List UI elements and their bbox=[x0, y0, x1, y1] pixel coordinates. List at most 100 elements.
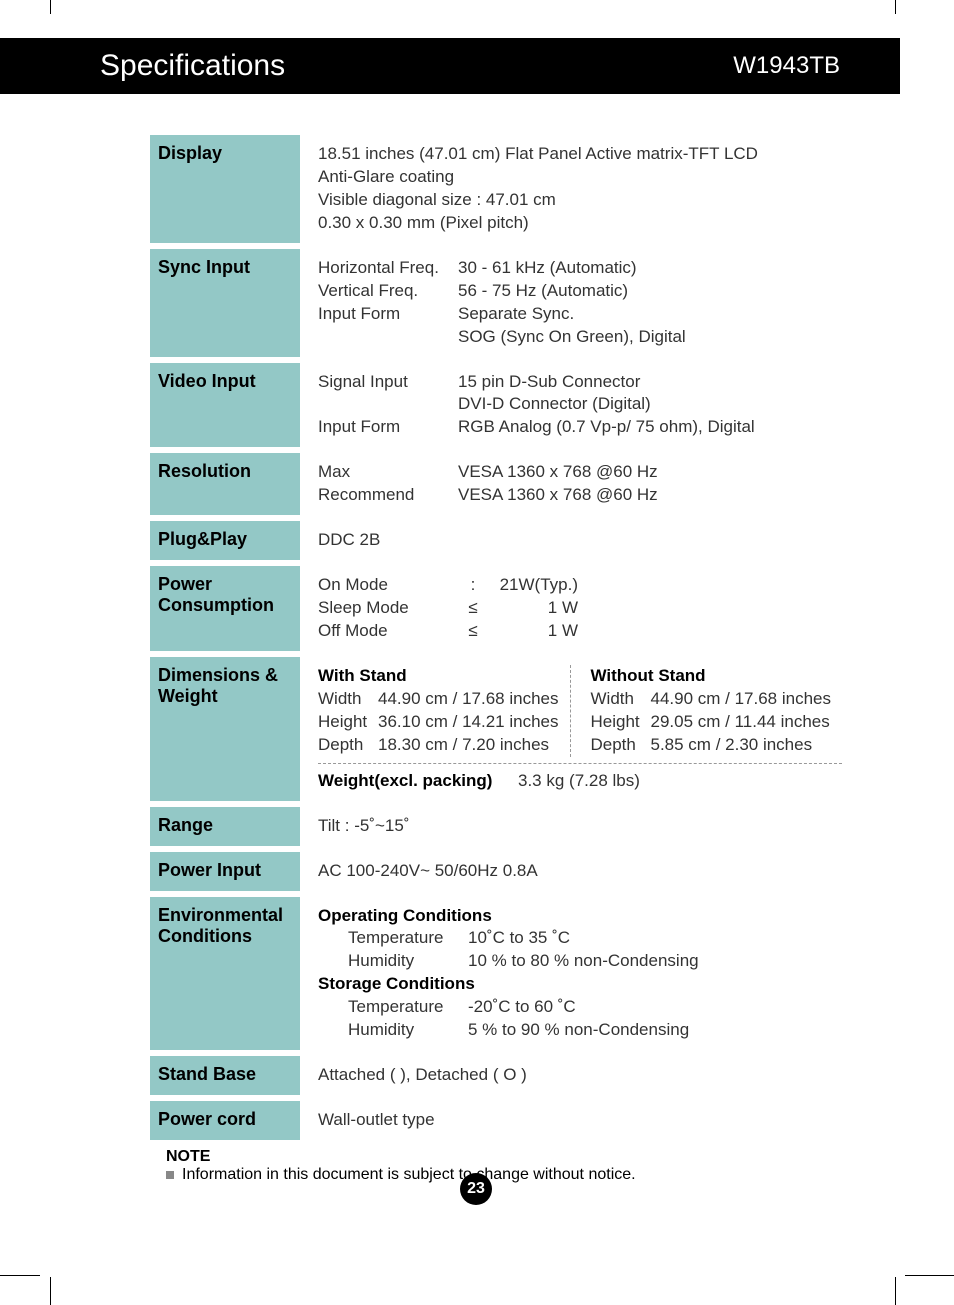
kv-val: 36.10 cm / 14.21 inches bbox=[378, 711, 559, 734]
kv-val: 1 W bbox=[488, 620, 608, 643]
weight-label: Weight(excl. packing) bbox=[318, 770, 518, 793]
spec-row-video: Video Input Signal Input15 pin D-Sub Con… bbox=[150, 363, 850, 448]
spec-value: AC 100-240V~ 50/60Hz 0.8A bbox=[300, 852, 850, 891]
spec-value: MaxVESA 1360 x 768 @60 Hz RecommendVESA … bbox=[300, 453, 850, 515]
spec-label: Environmental Conditions bbox=[150, 897, 300, 1051]
page-number-badge: 23 bbox=[460, 1173, 492, 1205]
spec-row-dimensions: Dimensions & Weight With Stand Width44.9… bbox=[150, 657, 850, 801]
spec-value: Tilt : -5˚~15˚ bbox=[300, 807, 850, 846]
kv-val: 29.05 cm / 11.44 inches bbox=[651, 711, 830, 734]
kv-key: Horizontal Freq. bbox=[318, 257, 458, 280]
subheading: Without Stand bbox=[591, 665, 843, 688]
model-number: W1943TB bbox=[733, 52, 840, 80]
kv-key: Humidity bbox=[348, 1019, 468, 1042]
kv-sym: ≤ bbox=[458, 620, 488, 643]
weight-value: 3.3 kg (7.28 lbs) bbox=[518, 770, 640, 793]
note-text: Information in this document is subject … bbox=[166, 1166, 850, 1184]
spec-row-range: Range Tilt : -5˚~15˚ bbox=[150, 807, 850, 846]
spec-row-plugplay: Plug&Play DDC 2B bbox=[150, 521, 850, 560]
kv-key: Recommend bbox=[318, 484, 458, 507]
spec-row-resolution: Resolution MaxVESA 1360 x 768 @60 Hz Rec… bbox=[150, 453, 850, 515]
crop-mark bbox=[0, 1275, 40, 1276]
kv-key: Depth bbox=[591, 734, 651, 757]
spec-value: Attached ( ), Detached ( O ) bbox=[300, 1056, 850, 1095]
kv-val: 44.90 cm / 17.68 inches bbox=[651, 688, 832, 711]
note-title: NOTE bbox=[166, 1148, 850, 1166]
kv-key bbox=[318, 393, 458, 416]
kv-sym: ≤ bbox=[458, 597, 488, 620]
spec-line: 0.30 x 0.30 mm (Pixel pitch) bbox=[318, 212, 842, 235]
spec-value: Horizontal Freq.30 - 61 kHz (Automatic) … bbox=[300, 249, 850, 357]
kv-val: 44.90 cm / 17.68 inches bbox=[378, 688, 559, 711]
spec-line: Anti-Glare coating bbox=[318, 166, 842, 189]
note-block: NOTE Information in this document is sub… bbox=[150, 1140, 850, 1184]
subheading: Operating Conditions bbox=[318, 905, 842, 928]
crop-mark bbox=[50, 1277, 51, 1305]
page-title: Specifications bbox=[100, 49, 285, 83]
kv-val: 15 pin D-Sub Connector bbox=[458, 371, 842, 394]
spec-line: 18.51 inches (47.01 cm) Flat Panel Activ… bbox=[318, 143, 842, 166]
spec-value: With Stand Width44.90 cm / 17.68 inches … bbox=[300, 657, 850, 801]
kv-val: Separate Sync. bbox=[458, 303, 842, 326]
kv-val: -20˚C to 60 ˚C bbox=[468, 996, 576, 1019]
spec-label: Dimensions & Weight bbox=[150, 657, 300, 801]
with-stand-col: With Stand Width44.90 cm / 17.68 inches … bbox=[318, 665, 570, 757]
spec-label: Plug&Play bbox=[150, 521, 300, 560]
kv-val: VESA 1360 x 768 @60 Hz bbox=[458, 461, 842, 484]
spec-row-sync: Sync Input Horizontal Freq.30 - 61 kHz (… bbox=[150, 249, 850, 357]
kv-val: SOG (Sync On Green), Digital bbox=[458, 326, 842, 349]
kv-val: 56 - 75 Hz (Automatic) bbox=[458, 280, 842, 303]
crop-mark bbox=[895, 1277, 896, 1305]
subheading: With Stand bbox=[318, 665, 570, 688]
spec-label: Power Input bbox=[150, 852, 300, 891]
subheading: Storage Conditions bbox=[318, 973, 842, 996]
kv-val: 10 % to 80 % non-Condensing bbox=[468, 950, 699, 973]
kv-val: 18.30 cm / 7.20 inches bbox=[378, 734, 549, 757]
spec-row-powerinput: Power Input AC 100-240V~ 50/60Hz 0.8A bbox=[150, 852, 850, 891]
crop-mark bbox=[905, 1275, 954, 1276]
header-bar: Specifications W1943TB bbox=[0, 38, 900, 94]
spec-value: On Mode:21W(Typ.) Sleep Mode≤1 W Off Mod… bbox=[300, 566, 850, 651]
kv-key: Vertical Freq. bbox=[318, 280, 458, 303]
spec-label: Range bbox=[150, 807, 300, 846]
kv-key: Width bbox=[591, 688, 651, 711]
kv-val: 21W(Typ.) bbox=[488, 574, 608, 597]
kv-val: RGB Analog (0.7 Vp-p/ 75 ohm), Digital bbox=[458, 416, 842, 439]
kv-key: On Mode bbox=[318, 574, 458, 597]
kv-val: 5.85 cm / 2.30 inches bbox=[651, 734, 813, 757]
spec-row-display: Display 18.51 inches (47.01 cm) Flat Pan… bbox=[150, 135, 850, 243]
kv-sym: : bbox=[458, 574, 488, 597]
kv-val: 10˚C to 35 ˚C bbox=[468, 927, 570, 950]
kv-key: Width bbox=[318, 688, 378, 711]
spec-label: Video Input bbox=[150, 363, 300, 448]
spec-row-standbase: Stand Base Attached ( ), Detached ( O ) bbox=[150, 1056, 850, 1095]
kv-key: Depth bbox=[318, 734, 378, 757]
spec-table: Display 18.51 inches (47.01 cm) Flat Pan… bbox=[150, 135, 850, 1184]
kv-key: Height bbox=[591, 711, 651, 734]
kv-key: Input Form bbox=[318, 416, 458, 439]
without-stand-col: Without Stand Width44.90 cm / 17.68 inch… bbox=[570, 665, 843, 757]
spec-value: 18.51 inches (47.01 cm) Flat Panel Activ… bbox=[300, 135, 850, 243]
kv-val: DVI-D Connector (Digital) bbox=[458, 393, 842, 416]
kv-key: Signal Input bbox=[318, 371, 458, 394]
spec-value: Wall-outlet type bbox=[300, 1101, 850, 1140]
kv-key: Temperature bbox=[348, 927, 468, 950]
kv-key: Max bbox=[318, 461, 458, 484]
spec-label: Power Consumption bbox=[150, 566, 300, 651]
spec-row-env: Environmental Conditions Operating Condi… bbox=[150, 897, 850, 1051]
kv-key: Humidity bbox=[348, 950, 468, 973]
kv-key: Temperature bbox=[348, 996, 468, 1019]
kv-val: 30 - 61 kHz (Automatic) bbox=[458, 257, 842, 280]
kv-key bbox=[318, 326, 458, 349]
spec-label: Power cord bbox=[150, 1101, 300, 1140]
spec-line: Visible diagonal size : 47.01 cm bbox=[318, 189, 842, 212]
spec-value: Signal Input15 pin D-Sub Connector DVI-D… bbox=[300, 363, 850, 448]
kv-val: VESA 1360 x 768 @60 Hz bbox=[458, 484, 842, 507]
divider bbox=[318, 763, 842, 764]
spec-row-power: Power Consumption On Mode:21W(Typ.) Slee… bbox=[150, 566, 850, 651]
spec-value: DDC 2B bbox=[300, 521, 850, 560]
spec-label: Resolution bbox=[150, 453, 300, 515]
spec-label: Display bbox=[150, 135, 300, 243]
kv-key: Sleep Mode bbox=[318, 597, 458, 620]
kv-key: Height bbox=[318, 711, 378, 734]
